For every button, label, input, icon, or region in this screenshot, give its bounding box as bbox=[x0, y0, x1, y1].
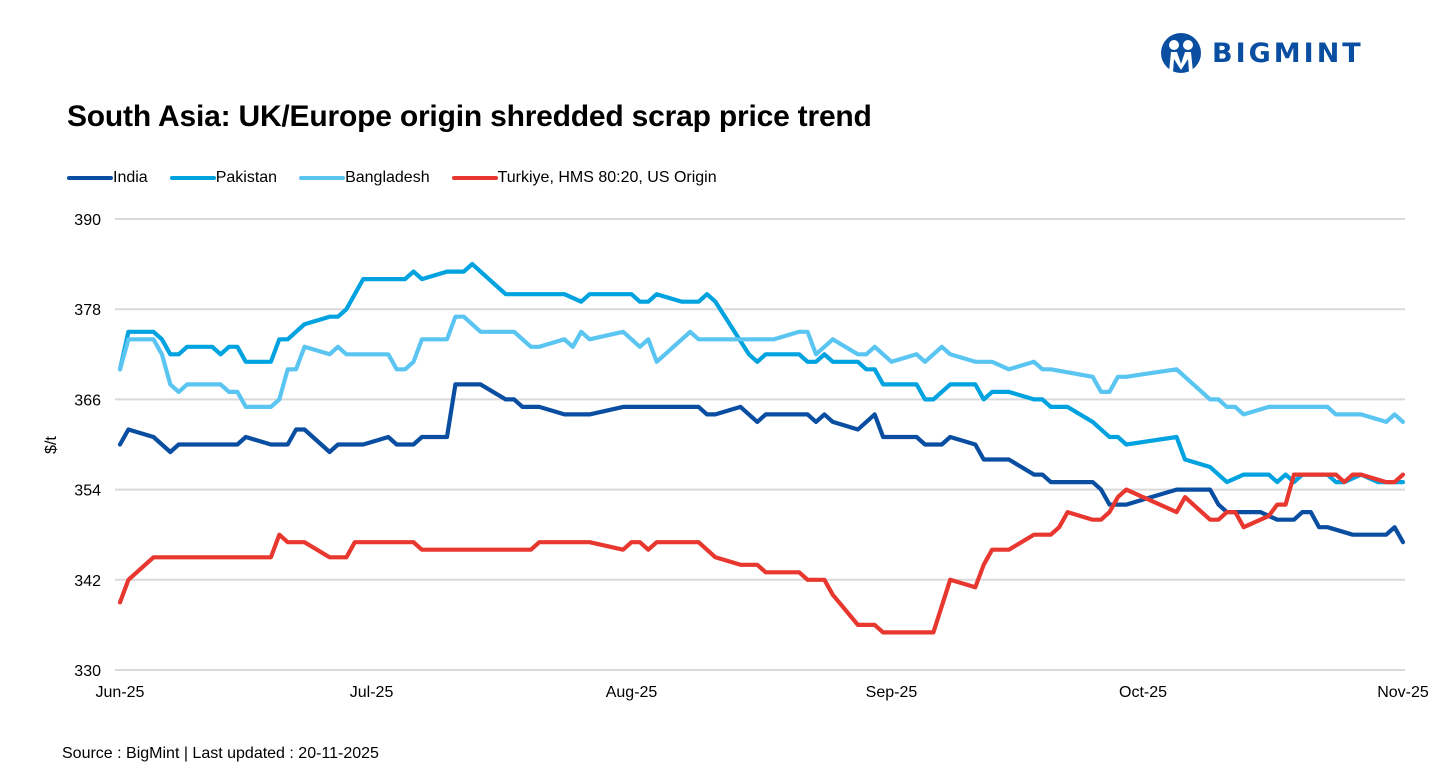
x-tick-label: Jul-25 bbox=[350, 684, 394, 701]
bigmint-wordmark: BIGMINT bbox=[1212, 37, 1364, 69]
legend: India Pakistan Bangladesh Turkiye, HMS 80:2… bbox=[67, 169, 739, 187]
x-tick-label: Jun-25 bbox=[96, 684, 145, 701]
series-line-india bbox=[117, 382, 1406, 545]
y-tick-label: 354 bbox=[74, 483, 101, 500]
legend-swatch bbox=[451, 176, 498, 180]
legend-item: Bangladesh bbox=[299, 169, 430, 187]
legend-swatch bbox=[299, 176, 346, 180]
y-tick-label: 342 bbox=[74, 573, 101, 590]
legend-label: Bangladesh bbox=[345, 169, 430, 186]
y-tick-label: 378 bbox=[74, 302, 101, 319]
source-note: Source : BigMint | Last updated : 20-11-… bbox=[62, 745, 379, 762]
y-tick-label: 330 bbox=[74, 663, 101, 680]
legend-item: India bbox=[67, 169, 148, 187]
series-line-pakistan bbox=[117, 262, 1406, 485]
x-tick-label: Aug-25 bbox=[606, 684, 658, 701]
y-tick-label: 390 bbox=[74, 212, 101, 229]
legend-label: Pakistan bbox=[215, 169, 278, 186]
x-tick-label: Oct-25 bbox=[1119, 684, 1167, 701]
y-axis-label: $/t bbox=[43, 436, 60, 454]
x-tick-label: Nov-25 bbox=[1377, 684, 1429, 701]
bigmint-logo-icon bbox=[1161, 33, 1201, 73]
legend-item: Turkiye, HMS 80:20, US Origin bbox=[451, 169, 717, 187]
series-line-turkiye bbox=[117, 472, 1406, 635]
series-line-bangladesh bbox=[117, 314, 1406, 424]
legend-item: Pakistan bbox=[169, 169, 278, 187]
bigmint-logo: BIGMINT bbox=[1160, 32, 1364, 74]
legend-swatch bbox=[169, 176, 216, 180]
x-tick-label: Sep-25 bbox=[866, 684, 918, 701]
y-tick-label: 366 bbox=[74, 392, 101, 409]
legend-swatch bbox=[67, 176, 113, 180]
legend-label: Turkiye, HMS 80:20, US Origin bbox=[497, 169, 717, 186]
chart-title: South Asia: UK/Europe origin shredded sc… bbox=[67, 100, 872, 133]
legend-label: India bbox=[113, 169, 148, 186]
